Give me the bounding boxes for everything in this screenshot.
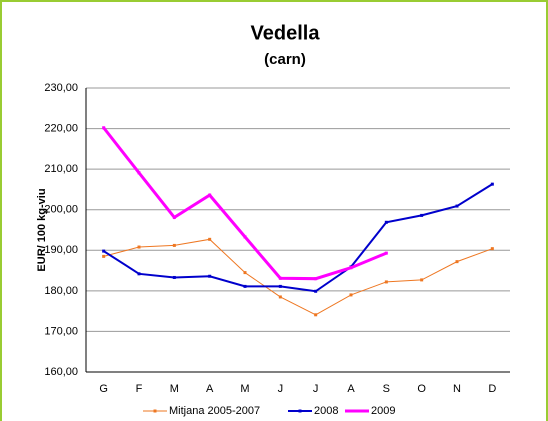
series-marker [420, 278, 424, 282]
series-marker [137, 171, 141, 175]
series-marker [314, 277, 318, 281]
y-tick-label: 200,00 [44, 204, 78, 216]
x-tick-label: M [170, 383, 179, 395]
legend-label: Mitjana 2005-2007 [169, 405, 260, 417]
series-marker [314, 289, 318, 293]
series-marker [420, 213, 424, 217]
x-tick-label: D [488, 383, 496, 395]
series-marker [278, 295, 282, 299]
x-tick-label: F [136, 383, 143, 395]
series-marker [490, 247, 494, 251]
series-marker [172, 215, 176, 219]
series-marker [208, 193, 212, 197]
series-marker [455, 260, 459, 264]
series-marker [384, 220, 388, 224]
series-line [103, 238, 493, 316]
chart-subtitle: (carn) [264, 51, 306, 68]
series-marker [208, 274, 212, 278]
legend-marker [298, 409, 302, 413]
legend-label: 2009 [371, 405, 395, 417]
y-tick-label: 230,00 [44, 82, 78, 94]
legend-marker [153, 409, 157, 413]
series-marker [137, 272, 141, 276]
series-marker [102, 126, 106, 130]
x-tick-label: S [383, 383, 390, 395]
series-marker [278, 284, 282, 288]
series-marker [384, 251, 388, 255]
y-tick-label: 180,00 [44, 285, 78, 297]
series-marker [314, 313, 318, 317]
series-marker [243, 271, 247, 275]
chart-title: Vedella [251, 22, 321, 44]
series-marker [243, 284, 247, 288]
y-tick-label: 190,00 [44, 244, 78, 256]
series-marker [102, 254, 106, 258]
series-marker [278, 276, 282, 280]
legend-marker [355, 409, 359, 413]
x-tick-label: A [347, 383, 355, 395]
x-tick-label: M [240, 383, 249, 395]
x-tick-label: J [278, 383, 284, 395]
y-tick-label: 160,00 [44, 366, 78, 378]
y-tick-label: 220,00 [44, 122, 78, 134]
series-marker [349, 266, 353, 270]
x-tick-label: A [206, 383, 214, 395]
y-axis-label: EUR/ 100 kg-viu [36, 188, 48, 271]
series-marker [349, 293, 353, 297]
series-marker [243, 235, 247, 239]
x-tick-label: J [313, 383, 319, 395]
legend-label: 2008 [314, 405, 338, 417]
series-marker [208, 237, 212, 241]
series-marker [384, 280, 388, 284]
x-tick-label: G [99, 383, 108, 395]
series-marker [137, 245, 141, 249]
series-marker [102, 249, 106, 253]
x-tick-label: O [417, 383, 426, 395]
series-marker [455, 204, 459, 208]
series-marker [172, 275, 176, 279]
y-tick-label: 170,00 [44, 325, 78, 337]
series-line [103, 183, 493, 293]
y-tick-label: 210,00 [44, 163, 78, 175]
series-marker [172, 243, 176, 247]
x-tick-label: N [453, 383, 461, 395]
series-marker [490, 182, 494, 186]
